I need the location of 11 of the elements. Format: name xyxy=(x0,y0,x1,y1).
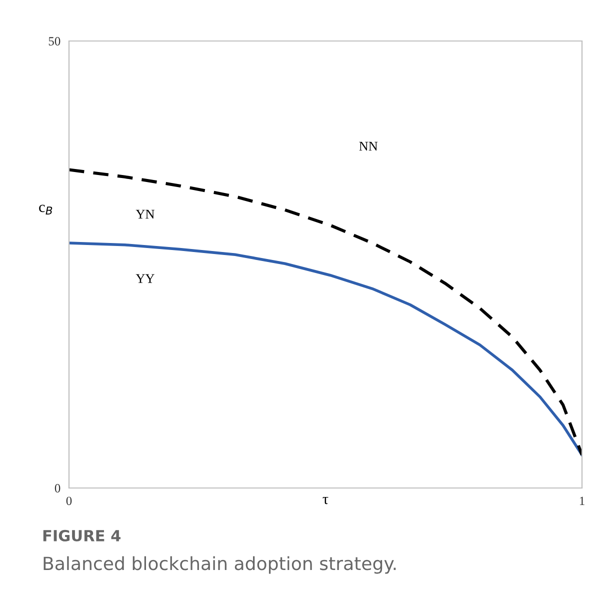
y-tick-label: 50 xyxy=(48,37,60,46)
y-axis-title: c$_{B}$ xyxy=(39,204,52,214)
line-series xyxy=(69,242,582,456)
caption: FIGURE 4 xyxy=(43,530,121,542)
line-series xyxy=(69,168,582,456)
annotation: YY xyxy=(136,274,154,283)
text: Balanced blockchain adoption strategy. xyxy=(44,556,396,574)
annotation: YN xyxy=(136,210,154,219)
annotation: NN xyxy=(359,142,378,151)
x-tick-label: 1 xyxy=(580,496,584,506)
x-axis-title: τ xyxy=(322,496,328,504)
